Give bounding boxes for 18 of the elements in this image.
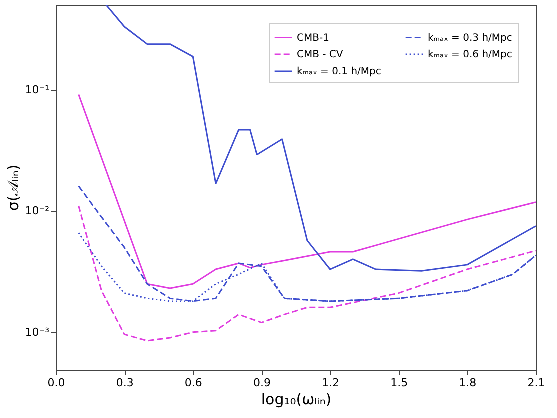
x-axis-title: log₁₀(ωₗᵢₙ) [261,390,332,408]
y-axis-title: σ(𝒜ₗᵢₙ) [4,164,22,212]
legend-label: kₘₐₓ = 0.3 h/Mpc [428,32,512,44]
y-tick-label: 10⁻¹ [25,83,50,96]
legend-label: CMB-1 [297,32,330,44]
x-tick-label: 0.3 [116,376,134,390]
x-tick-label: 1.5 [390,376,408,390]
x-tick-label: 2.1 [528,376,546,390]
x-tick-label: 0.9 [253,376,271,390]
x-tick-label: 1.8 [459,376,477,390]
legend-label: kₘₐₓ = 0.6 h/Mpc [428,50,512,60]
x-tick-label: 1.2 [322,376,340,390]
x-tick-label: 0.6 [184,376,202,390]
y-tick-label: 10⁻² [25,204,50,218]
x-tick-label: 0.0 [48,376,66,390]
legend-label: kₘₐₓ = 0.1 h/Mpc [297,66,382,78]
legend-label: CMB - CV [297,50,344,60]
y-tick-label: 10⁻³ [25,326,50,339]
